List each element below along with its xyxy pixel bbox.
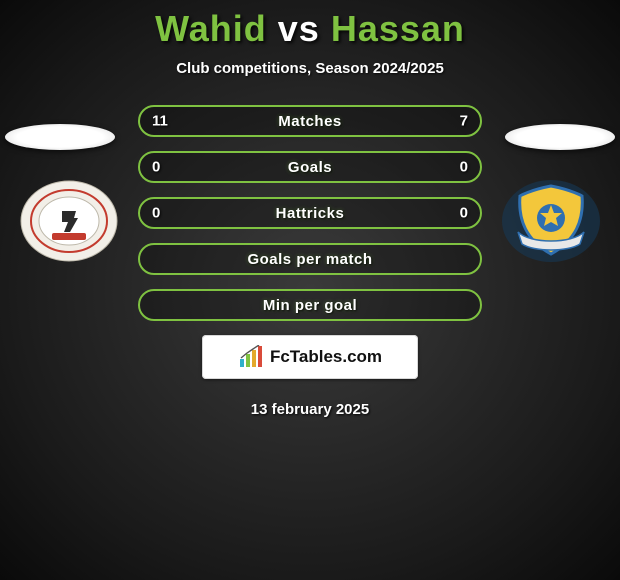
- player1-name: Wahid: [155, 8, 267, 49]
- stat-label: Goals per match: [247, 251, 372, 268]
- barchart-icon: [238, 345, 266, 369]
- player2-avatar: [505, 124, 615, 150]
- stat-right-value: 7: [460, 113, 468, 130]
- player2-name: Hassan: [331, 8, 465, 49]
- stat-right-value: 0: [460, 205, 468, 222]
- stat-right-value: 0: [460, 159, 468, 176]
- stat-left-value: 0: [152, 205, 160, 222]
- date-label: 13 february 2025: [0, 401, 620, 418]
- fctables-badge: FcTables.com: [202, 335, 418, 379]
- page-title: Wahid vs Hassan: [0, 8, 620, 50]
- stat-label: Matches: [278, 113, 342, 130]
- stat-label: Min per goal: [263, 297, 357, 314]
- stat-left-value: 11: [152, 113, 168, 130]
- stat-label: Goals: [288, 159, 332, 176]
- stat-label: Hattricks: [276, 205, 345, 222]
- stat-left-value: 0: [152, 159, 160, 176]
- fctables-label: FcTables.com: [270, 347, 382, 367]
- player1-avatar: [5, 124, 115, 150]
- stat-row-mpg: Min per goal: [0, 289, 620, 321]
- club-logo-left: [18, 178, 120, 264]
- vs-label: vs: [278, 8, 320, 49]
- subtitle: Club competitions, Season 2024/2025: [0, 60, 620, 77]
- club-logo-right: [500, 178, 602, 264]
